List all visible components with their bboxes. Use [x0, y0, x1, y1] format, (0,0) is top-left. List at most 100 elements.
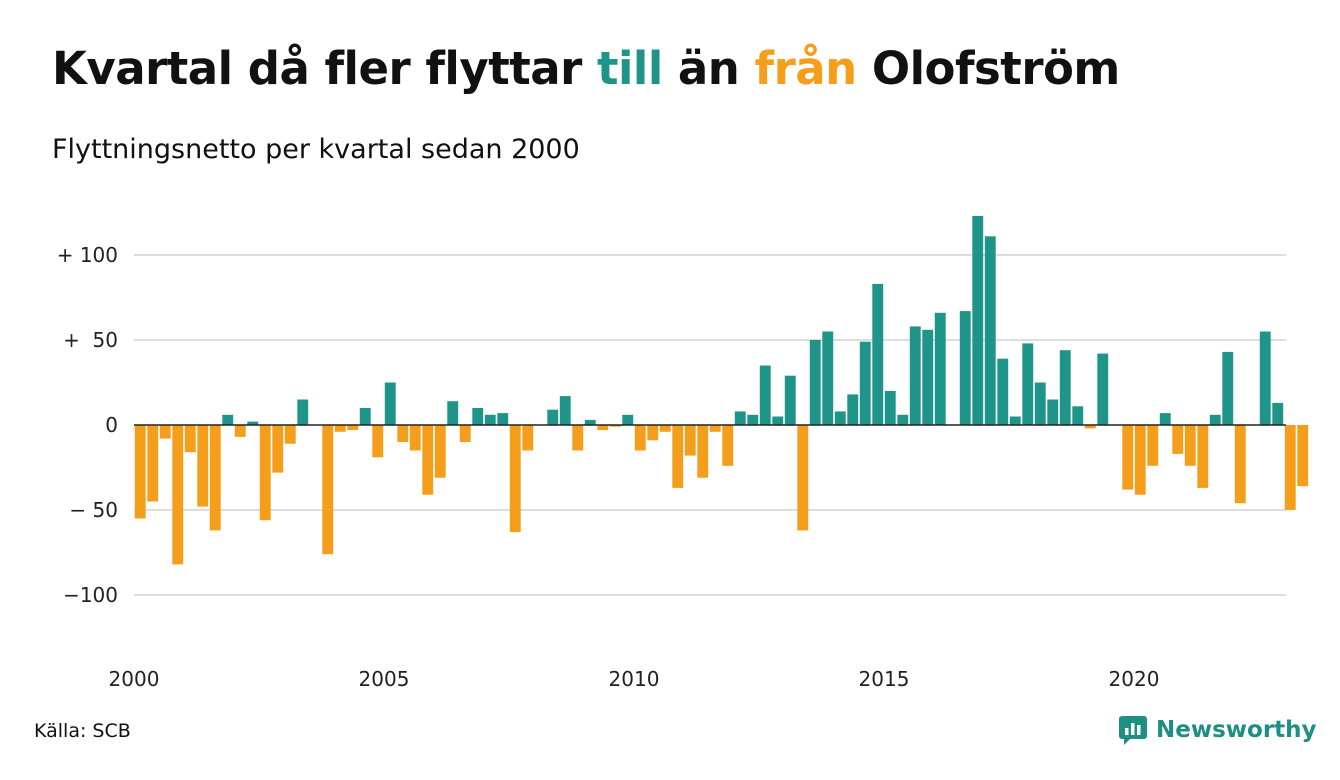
- bar: [147, 425, 159, 502]
- bar: [584, 419, 596, 425]
- bar: [1272, 402, 1284, 425]
- x-tick-label: 2000: [109, 667, 160, 691]
- bars: [134, 215, 1309, 565]
- bar: [859, 341, 871, 425]
- bar: [384, 382, 396, 425]
- bar: [222, 414, 234, 425]
- bar: [247, 421, 259, 425]
- bar: [522, 425, 534, 451]
- bar: [622, 414, 634, 425]
- bar: [1222, 351, 1234, 425]
- bar: [834, 411, 846, 425]
- bar: [984, 236, 996, 425]
- title-part-2: än: [662, 42, 755, 95]
- bar: [1072, 406, 1084, 425]
- x-tick-label: 2005: [359, 667, 410, 691]
- bar: [509, 425, 521, 533]
- bar: [559, 396, 571, 425]
- bar: [759, 365, 771, 425]
- y-tick-label: + 100: [57, 243, 118, 267]
- bar: [1022, 343, 1034, 425]
- bar: [872, 283, 884, 425]
- bar: [1159, 413, 1171, 425]
- bar: [397, 425, 409, 442]
- bar: [772, 416, 784, 425]
- bar: [609, 425, 621, 427]
- bar: [184, 425, 196, 453]
- bar: [909, 326, 921, 425]
- bar: [684, 425, 696, 456]
- bar: [447, 401, 459, 425]
- bar: [497, 413, 509, 425]
- bar: [659, 425, 671, 432]
- bar: [1172, 425, 1184, 454]
- bar: [1047, 399, 1059, 425]
- bar: [372, 425, 384, 458]
- x-axis-labels: 2000 2005 2010 2015 2020: [109, 667, 1160, 691]
- y-tick-label: −100: [63, 583, 118, 607]
- bar: [322, 425, 334, 555]
- bar: [547, 409, 559, 425]
- bar: [1147, 425, 1159, 466]
- bar: [134, 425, 146, 519]
- bar: [409, 425, 421, 451]
- title-highlight-till: till: [596, 42, 663, 95]
- bar: [647, 425, 659, 441]
- bar: [209, 425, 221, 531]
- bar: [722, 425, 734, 466]
- bar: [572, 425, 584, 451]
- bar: [359, 408, 371, 425]
- bar: [434, 425, 446, 478]
- y-tick-label: + 50: [63, 328, 118, 352]
- bar: [1097, 353, 1109, 425]
- bar: [472, 408, 484, 425]
- bar: [734, 411, 746, 425]
- bar: [997, 358, 1009, 425]
- bar: [459, 425, 471, 442]
- bar: [809, 340, 821, 425]
- bar: [634, 425, 646, 451]
- newsworthy-logo-icon: [1119, 716, 1147, 745]
- bar: [597, 425, 609, 431]
- x-tick-label: 2015: [859, 667, 910, 691]
- bar: [1034, 382, 1046, 425]
- bar: [972, 215, 984, 425]
- source-note: Källa: SCB: [34, 720, 131, 742]
- bar: [934, 312, 946, 425]
- chart-subtitle: Flyttningsnetto per kvartal sedan 2000: [52, 134, 580, 165]
- bar: [897, 414, 909, 425]
- bar: [709, 425, 721, 432]
- y-axis-labels: + 100 + 50 0 − 50 −100: [57, 243, 118, 607]
- brand-logo: Newsworthy: [1118, 714, 1317, 746]
- bar: [484, 414, 496, 425]
- bar: [172, 425, 184, 565]
- brand-name: Newsworthy: [1156, 717, 1317, 743]
- bar: [159, 425, 171, 439]
- bar: [1009, 416, 1021, 425]
- x-tick-label: 2010: [609, 667, 660, 691]
- bar: [347, 425, 359, 431]
- bar: [959, 311, 971, 425]
- title-part-1: Kvartal då fler flyttar: [52, 42, 597, 95]
- bar: [234, 425, 246, 437]
- bar: [847, 394, 859, 425]
- bar: [297, 399, 309, 425]
- bar: [1259, 331, 1271, 425]
- bar: [1234, 425, 1246, 504]
- bar: [797, 425, 809, 531]
- bar: [1184, 425, 1196, 466]
- bar: [1284, 425, 1296, 510]
- chart-title: Kvartal då fler flyttar till än från Olo…: [52, 42, 1120, 95]
- bar: [884, 391, 896, 425]
- bar: [784, 375, 796, 425]
- bar: [697, 425, 709, 478]
- y-tick-label: 0: [105, 413, 118, 437]
- bar: [672, 425, 684, 488]
- bar: [1122, 425, 1134, 490]
- bar: [1134, 425, 1146, 495]
- bar: [747, 414, 759, 425]
- bar: [1297, 425, 1309, 487]
- y-tick-label: − 50: [69, 498, 118, 522]
- title-part-3: Olofström: [856, 42, 1120, 95]
- bar-chart: + 100 + 50 0 − 50 −100 2000 2005 2010 2015 2020: [57, 215, 1309, 691]
